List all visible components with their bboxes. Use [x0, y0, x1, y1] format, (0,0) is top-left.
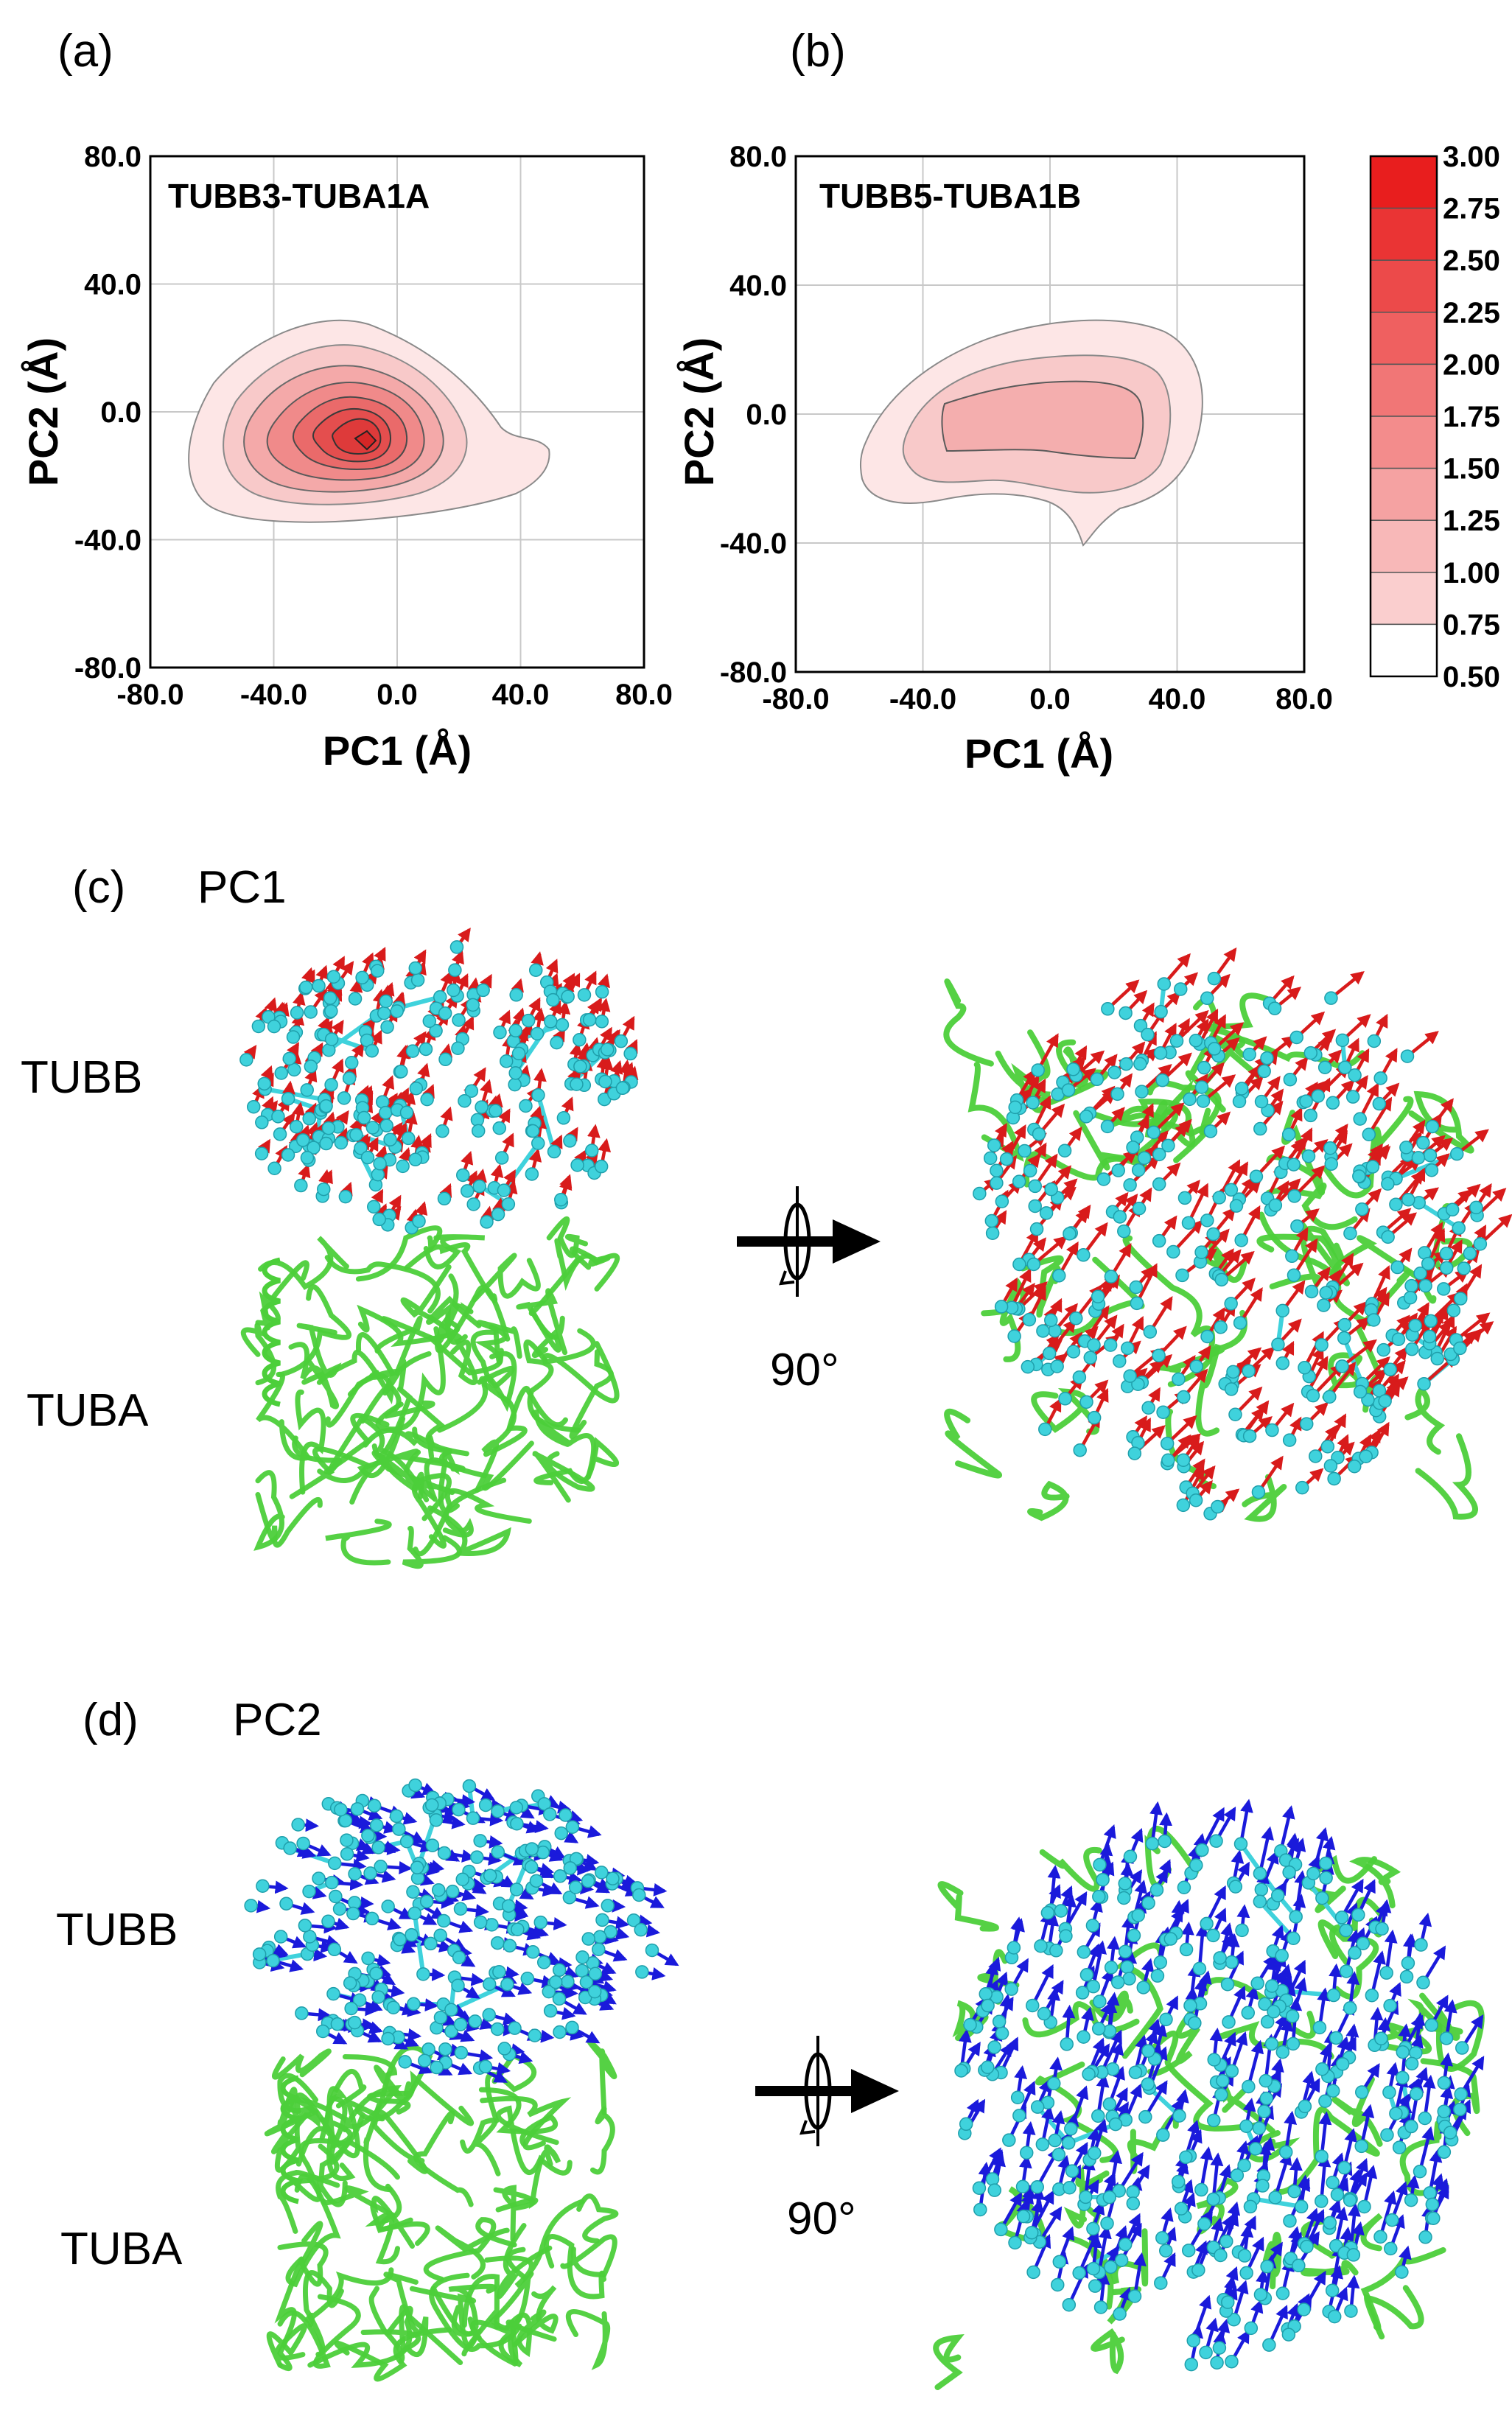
panel-c-angle: 90° [770, 1345, 839, 1395]
panel-d-title: PC2 [233, 1695, 322, 1745]
plot-b-contours [859, 319, 1203, 547]
colorbar-swatch [1370, 467, 1438, 521]
x-tick-label: 0.0 [377, 679, 418, 711]
panel-label-c: (c) [72, 862, 125, 913]
x-tick-label: 0.0 [1029, 683, 1071, 715]
panel-d-tuba-label: TUBA [60, 2224, 183, 2274]
rotation-indicator-d [755, 2036, 899, 2146]
panel-label-d: (d) [83, 1695, 139, 1745]
tubb-residues [244, 1778, 679, 2084]
colorbar-swatch [1370, 259, 1438, 313]
x-tick-label: -40.0 [889, 683, 956, 715]
tuba-backbone [240, 1216, 620, 1569]
rotation-indicator-c [737, 1186, 881, 1297]
plot-b-ticks: -80.0 -40.0 0.0 40.0 80.0 80.0 40.0 0.0 -40.0 -80… [720, 141, 1333, 715]
colorbar-swatch [1370, 363, 1438, 417]
x-tick-label: -40.0 [240, 679, 307, 711]
plot-b-xlabel: PC1 (Å) [965, 730, 1113, 777]
panel-d-angle: 90° [787, 2193, 856, 2244]
x-tick-label: 40.0 [492, 679, 550, 711]
colorbar-tick-label: 2.50 [1443, 245, 1500, 277]
plot-a-contours [188, 319, 550, 523]
y-tick-label: 0.0 [746, 399, 787, 431]
x-tick-label: -80.0 [762, 683, 829, 715]
x-tick-label: -80.0 [116, 679, 183, 711]
tuba-backbone [264, 2039, 619, 2382]
colorbar-swatch [1370, 155, 1438, 209]
colorbar-tick-label: 1.50 [1443, 453, 1500, 486]
plot-a-ylabel: PC2 (Å) [20, 337, 66, 486]
colorbar-tick-label: 0.75 [1443, 609, 1500, 641]
colorbar-tick-label: 3.00 [1443, 141, 1500, 173]
colorbar-tick-label: 1.25 [1443, 505, 1500, 537]
colorbar-tick-label: 0.50 [1443, 661, 1500, 693]
y-tick-label: 0.0 [100, 396, 141, 429]
panel-c-structure-side [239, 927, 639, 1569]
y-tick-label: 40.0 [729, 270, 787, 302]
x-tick-label: 80.0 [1275, 683, 1333, 715]
tubb-residues [973, 947, 1512, 1521]
y-tick-label: 80.0 [84, 141, 141, 173]
panel-d-tubb-label: TUBB [56, 1905, 178, 1955]
plot-b-title: TUBB5-TUBA1B [819, 177, 1081, 215]
colorbar-swatch [1370, 519, 1438, 573]
contour-level-3 [941, 380, 1144, 460]
colorbar-swatch [1370, 623, 1438, 677]
colorbar-frame [1369, 155, 1438, 678]
plot-a-xlabel: PC1 (Å) [323, 727, 472, 774]
colorbar-tick-label: 2.00 [1443, 349, 1500, 381]
y-tick-label: -40.0 [74, 525, 141, 557]
x-tick-label: 80.0 [615, 679, 673, 711]
y-tick-label: -40.0 [720, 528, 787, 560]
panel-label-b: (b) [790, 26, 846, 77]
y-tick-label: -80.0 [720, 656, 787, 689]
contour-plot-b: TUBB5-TUBA1B -80.0 -40.0 0.0 40.0 80.0 80.0 40… [676, 141, 1333, 777]
colorbar-tick-label: 2.75 [1443, 193, 1500, 225]
panel-d-structure-side [244, 1778, 679, 2382]
colorbar-tick-label: 1.75 [1443, 401, 1500, 433]
plot-b-frame [794, 155, 1306, 673]
contour-plot-a: TUBB3-TUBA1A -80.0 -40.0 0.0 40.0 80.0 80.0 40… [20, 141, 673, 774]
colorbar: 3.00 2.75 2.50 2.25 2.00 1.75 1.50 1.25 1.00 0.75… [1369, 141, 1500, 693]
x-tick-label: 40.0 [1149, 683, 1206, 715]
panel-label-a: (a) [57, 26, 113, 77]
colorbar-tick-label: 1.00 [1443, 557, 1500, 589]
y-tick-label: 80.0 [729, 141, 787, 173]
tubb-residues [239, 927, 639, 1235]
plot-a-title: TUBB3-TUBA1A [168, 177, 430, 215]
colorbar-swatch [1370, 312, 1438, 365]
plot-a-frame [149, 155, 645, 669]
plot-b-ylabel: PC2 (Å) [676, 337, 722, 486]
panel-c-structure-top [943, 947, 1512, 1522]
panel-c-tubb-label: TUBB [21, 1052, 142, 1103]
contour-level-8 [354, 430, 377, 451]
y-tick-label: -80.0 [74, 652, 141, 684]
y-tick-label: 40.0 [84, 269, 141, 301]
plot-a-ticks: -80.0 -40.0 0.0 40.0 80.0 80.0 40.0 0.0 -40.0 -80… [74, 141, 673, 711]
colorbar-tick-label: 2.25 [1443, 297, 1500, 329]
panel-d-structure-top [933, 1799, 1485, 2390]
panel-c-tuba-label: TUBA [27, 1385, 149, 1436]
colorbar-swatch [1370, 416, 1438, 469]
panel-c-title: PC1 [197, 862, 287, 913]
tubb-residues [954, 1799, 1485, 2372]
colorbar-swatch [1370, 572, 1438, 626]
colorbar-swatch [1370, 207, 1438, 261]
